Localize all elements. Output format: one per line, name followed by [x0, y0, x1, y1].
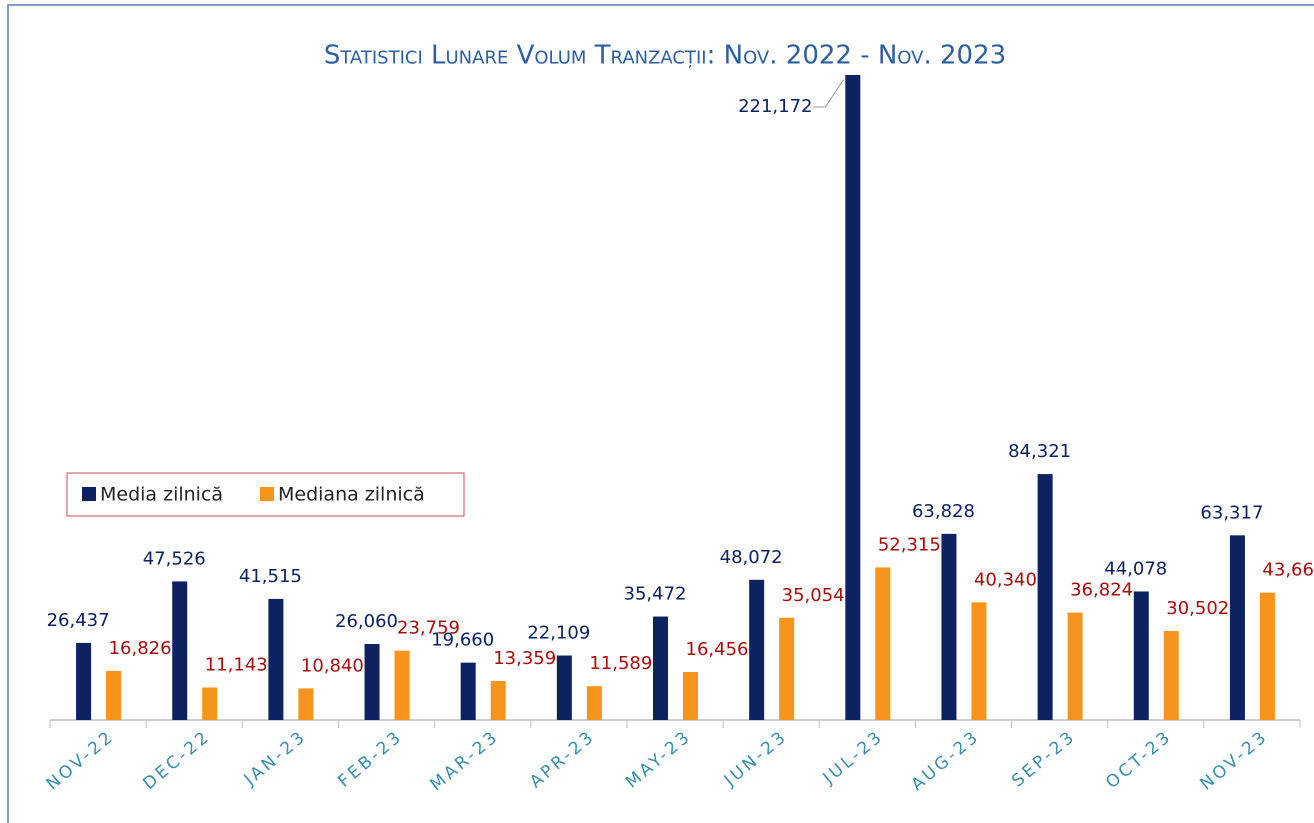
- value-label: 47,526: [143, 548, 206, 569]
- value-label: 26,060: [335, 611, 398, 632]
- value-label: 35,472: [624, 584, 687, 605]
- value-label: 23,759: [397, 618, 460, 639]
- value-label: 10,840: [301, 655, 364, 676]
- value-label: 52,315: [878, 534, 941, 555]
- legend-label: Media zilnică: [100, 484, 223, 506]
- value-label: 48,072: [720, 547, 783, 568]
- x-tick-label: MAY-23: [622, 726, 695, 792]
- bar: [268, 598, 284, 720]
- bar: [298, 688, 314, 720]
- x-tick-label: AUG-23: [907, 726, 983, 795]
- x-tick-label: JAN-23: [240, 726, 311, 790]
- bar: [1133, 591, 1149, 720]
- bar: [76, 642, 92, 720]
- chart-title: Statistici Lunare Volum Tranzacții: Nov.…: [324, 41, 1006, 71]
- bar: [875, 567, 891, 720]
- bar: [1037, 474, 1053, 720]
- bar: [394, 650, 410, 720]
- x-tick-label: OCT-23: [1102, 726, 1176, 793]
- value-label: 13,359: [493, 648, 556, 669]
- x-tick-label: FEB-23: [334, 726, 407, 791]
- bar: [172, 581, 188, 720]
- value-label: 35,054: [782, 585, 845, 606]
- bar: [586, 686, 602, 720]
- bar: [106, 670, 122, 720]
- x-tick-label: APR-23: [526, 726, 599, 792]
- x-tick-label: NOV-23: [1197, 726, 1273, 794]
- bar: [941, 533, 957, 720]
- bar: [556, 655, 572, 720]
- value-label: 221,172: [738, 96, 812, 117]
- value-label: 22,109: [527, 623, 590, 644]
- legend-swatch: [82, 487, 96, 501]
- bar: [971, 602, 987, 720]
- value-label: 43,663: [1262, 560, 1314, 581]
- value-label: 44,078: [1104, 558, 1167, 579]
- x-tick-label: MAR-23: [427, 726, 504, 795]
- bar: [749, 579, 765, 720]
- bar: [364, 644, 380, 720]
- value-label: 40,340: [974, 569, 1037, 590]
- value-label: 11,143: [205, 655, 268, 676]
- bar: [202, 687, 218, 720]
- bar: [1163, 631, 1179, 720]
- value-label: 84,321: [1008, 441, 1071, 462]
- x-tick-label: DEC-22: [139, 726, 214, 794]
- leader-line: [813, 79, 844, 108]
- bar: [460, 662, 476, 720]
- bar: [1259, 592, 1275, 720]
- x-tick-label: NOV-22: [43, 726, 119, 794]
- value-label: 16,826: [109, 638, 172, 659]
- value-label: 11,589: [589, 653, 652, 674]
- value-label: 30,502: [1166, 598, 1229, 619]
- bar: [653, 616, 668, 720]
- bar: [1067, 612, 1083, 720]
- frame: [7, 4, 1314, 823]
- value-label: 19,660: [431, 630, 494, 651]
- x-tick-label: JUL-23: [819, 726, 888, 789]
- bar: [845, 75, 861, 720]
- value-label: 63,828: [912, 501, 975, 522]
- x-tick-label: JUN-23: [720, 726, 792, 791]
- x-tick-label: SEP-23: [1008, 726, 1080, 791]
- value-label: 16,456: [686, 639, 749, 660]
- bar: [683, 672, 698, 720]
- bar: [779, 617, 795, 720]
- bar: [1229, 535, 1245, 720]
- value-label: 41,515: [239, 566, 302, 587]
- value-label: 26,437: [47, 610, 110, 631]
- value-label: 36,824: [1070, 580, 1133, 601]
- legend-label: Mediana zilnică: [278, 484, 425, 506]
- legend-swatch: [260, 487, 274, 501]
- value-label: 63,317: [1200, 502, 1263, 523]
- bar: [490, 681, 506, 720]
